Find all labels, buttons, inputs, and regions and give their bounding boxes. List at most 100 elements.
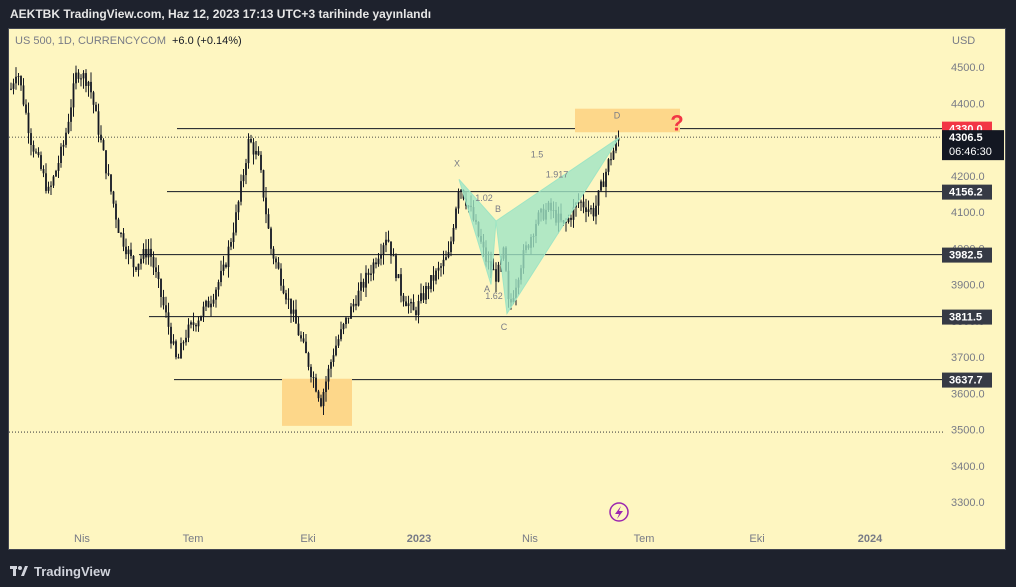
candle-body [377, 258, 380, 265]
candle-body [167, 312, 170, 327]
symbol-name: US 500, 1D, CURRENCYCOM [15, 35, 166, 47]
candle-body [492, 269, 495, 271]
level-price-label: 4156.2 [949, 187, 983, 199]
candle-body [392, 255, 395, 257]
candle-body [247, 138, 250, 164]
candle-body [287, 298, 290, 300]
candle-body [12, 83, 15, 89]
candle-body [605, 171, 607, 187]
candle-body [187, 324, 190, 338]
candle-body [90, 81, 92, 93]
candle-body [197, 320, 200, 327]
candle-body [432, 275, 435, 281]
candle-body [342, 324, 345, 330]
candle-body [430, 275, 432, 290]
harmonic-pattern: X A B C D 1.02 1.51.917 1.62? [454, 110, 684, 332]
pattern-label: C [501, 322, 508, 332]
candle-body [15, 76, 17, 84]
time-tick: Tem [634, 533, 655, 545]
candle-body [110, 174, 112, 192]
candle-body [30, 133, 32, 145]
candle-body [292, 309, 295, 314]
candle-body [450, 241, 452, 253]
candle-body [330, 361, 332, 369]
candle-body [52, 176, 55, 186]
candle-body [310, 366, 312, 378]
pattern-wing-xab [458, 179, 497, 285]
candle-body [202, 306, 205, 316]
candle-body [235, 212, 237, 233]
chart-panel[interactable]: X A B C D 1.02 1.51.917 1.62? USD 4500.0 4400.0 43… [8, 28, 1006, 550]
candle-body [270, 228, 272, 249]
candle-body [192, 322, 195, 325]
candle-body [495, 269, 497, 282]
price-tick: 4500.0 [951, 62, 985, 74]
candle-body [125, 246, 127, 255]
candle-body [312, 377, 315, 379]
candle-body [612, 150, 615, 160]
level-price-label: 3637.7 [949, 375, 983, 387]
candle-body [57, 163, 60, 171]
price-tick: 3500.0 [951, 425, 985, 437]
candle-body [10, 88, 12, 90]
candle-body [390, 241, 392, 256]
candle-body [572, 207, 575, 220]
candle-body [582, 201, 585, 208]
candle-body [567, 217, 570, 222]
candle-body [595, 205, 597, 217]
pattern-label: A [484, 284, 490, 294]
candle-body [350, 306, 352, 319]
footer-brand[interactable]: TradingView [34, 564, 111, 579]
pattern-ratio: 1.5 [531, 150, 544, 160]
candle-body [387, 239, 390, 242]
candle-body [597, 190, 600, 206]
candle-body [402, 295, 405, 302]
pattern-ratio: 1.917 [546, 170, 569, 180]
target-zone [575, 108, 680, 133]
lightning-icon [609, 502, 629, 522]
candle-body [395, 255, 397, 279]
candle-body [457, 191, 460, 209]
candle-body [290, 298, 292, 314]
candle-body [257, 151, 260, 155]
last-price-bg [942, 130, 1004, 161]
candle-body [440, 266, 442, 268]
candle-body [300, 335, 302, 339]
candle-body [410, 301, 412, 304]
candle-body [50, 185, 52, 187]
candle-body [447, 252, 450, 258]
price-chart[interactable]: X A B C D 1.02 1.51.917 1.62? USD 4500.0 4400.0 43… [9, 29, 1006, 550]
candle-body [332, 355, 335, 362]
candle-body [212, 299, 215, 304]
candle-body [382, 245, 385, 255]
candle-body [232, 232, 235, 243]
candle-body [565, 221, 567, 223]
candle-body [185, 337, 187, 343]
candle-body [615, 140, 617, 151]
candle-body [27, 112, 30, 134]
candle-body [155, 267, 157, 272]
level-price-label-bg [942, 184, 992, 200]
candle-body [220, 270, 222, 283]
candle-body [272, 248, 275, 259]
footer-bar: TradingView [0, 556, 1016, 587]
candle-body [295, 309, 297, 324]
candle-body [580, 201, 582, 203]
candle-body [282, 285, 285, 294]
time-tick: Tem [183, 533, 204, 545]
candle-body [307, 353, 310, 367]
time-tick: Eki [749, 533, 764, 545]
candle-body [460, 190, 462, 192]
candle-body [252, 142, 255, 155]
candle-body [227, 246, 230, 268]
candle-body [160, 279, 162, 297]
symbol-info: US 500, 1D, CURRENCYCOM +6.0 (+0.14%) [15, 35, 242, 47]
tradingview-logo-icon[interactable] [10, 564, 30, 581]
candle-body [375, 262, 377, 265]
candle-body [317, 391, 320, 399]
candle-body [380, 254, 382, 259]
candle-body [40, 155, 42, 170]
candle-body [207, 300, 210, 308]
candle-body [360, 281, 362, 291]
candle-body [437, 267, 440, 271]
